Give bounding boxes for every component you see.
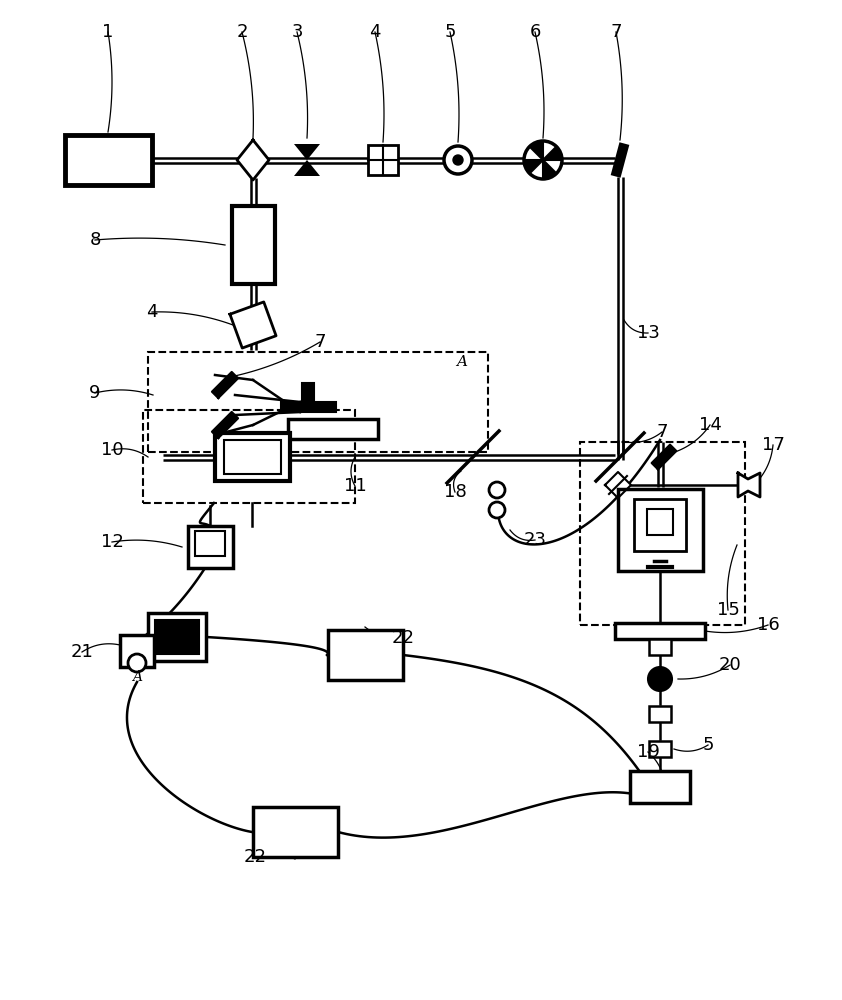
Text: 4: 4 (147, 303, 157, 321)
Text: 10: 10 (101, 441, 123, 459)
Bar (215, 433, 290, 481)
Bar (232, 206, 274, 284)
Bar (647, 509, 673, 535)
Text: 6: 6 (530, 23, 541, 41)
Polygon shape (294, 144, 320, 160)
Polygon shape (738, 473, 760, 497)
Text: 8: 8 (89, 231, 101, 249)
Text: 22: 22 (243, 848, 267, 866)
Text: 7: 7 (314, 333, 326, 351)
Text: 17: 17 (761, 436, 785, 454)
Circle shape (489, 502, 505, 518)
Text: 12: 12 (100, 533, 124, 551)
Bar (615, 623, 705, 639)
Text: 11: 11 (344, 477, 366, 495)
Text: 18: 18 (444, 483, 466, 501)
Text: 19: 19 (637, 743, 659, 761)
Bar (649, 639, 671, 655)
Circle shape (524, 141, 562, 179)
Bar (630, 771, 690, 803)
Circle shape (648, 667, 672, 691)
Bar (148, 352, 488, 452)
Polygon shape (212, 412, 238, 438)
Bar (143, 410, 355, 503)
Text: 20: 20 (718, 656, 741, 674)
Text: 22: 22 (392, 629, 414, 647)
Bar (368, 145, 398, 175)
Bar (223, 440, 280, 474)
Circle shape (489, 482, 505, 498)
Text: 21: 21 (71, 643, 93, 661)
Bar (155, 620, 199, 654)
Bar (120, 635, 154, 667)
Polygon shape (543, 147, 562, 160)
Text: 7: 7 (610, 23, 621, 41)
Bar (148, 613, 206, 661)
Text: A: A (132, 670, 142, 684)
Text: 4: 4 (370, 23, 381, 41)
Polygon shape (524, 160, 543, 173)
Text: 5: 5 (445, 23, 456, 41)
Bar (195, 530, 225, 556)
Text: 5: 5 (702, 736, 714, 754)
Text: 1: 1 (103, 23, 114, 41)
Bar (634, 499, 686, 551)
Bar (649, 706, 671, 722)
Text: 23: 23 (524, 531, 546, 549)
Text: A: A (456, 355, 467, 369)
Text: 3: 3 (291, 23, 303, 41)
Bar (188, 526, 232, 568)
Bar (302, 383, 314, 403)
Polygon shape (543, 160, 557, 179)
Circle shape (128, 654, 146, 672)
Text: 14: 14 (699, 416, 722, 434)
Bar (328, 630, 402, 680)
Polygon shape (212, 372, 238, 398)
Bar (288, 419, 378, 439)
Bar (617, 489, 702, 571)
Circle shape (444, 146, 472, 174)
Bar (280, 402, 335, 412)
Bar (253, 807, 338, 857)
Text: 15: 15 (717, 601, 739, 619)
Text: 16: 16 (757, 616, 780, 634)
Polygon shape (605, 472, 631, 498)
Polygon shape (230, 302, 276, 348)
Polygon shape (237, 140, 269, 180)
Text: 7: 7 (656, 423, 668, 441)
Circle shape (453, 155, 463, 165)
Text: 13: 13 (637, 324, 659, 342)
Polygon shape (294, 160, 320, 176)
Polygon shape (652, 445, 676, 469)
Bar (580, 442, 745, 625)
Bar (65, 135, 152, 185)
Polygon shape (530, 141, 543, 160)
Bar (649, 741, 671, 757)
Polygon shape (610, 142, 629, 178)
Text: 2: 2 (237, 23, 248, 41)
Text: 9: 9 (89, 384, 101, 402)
